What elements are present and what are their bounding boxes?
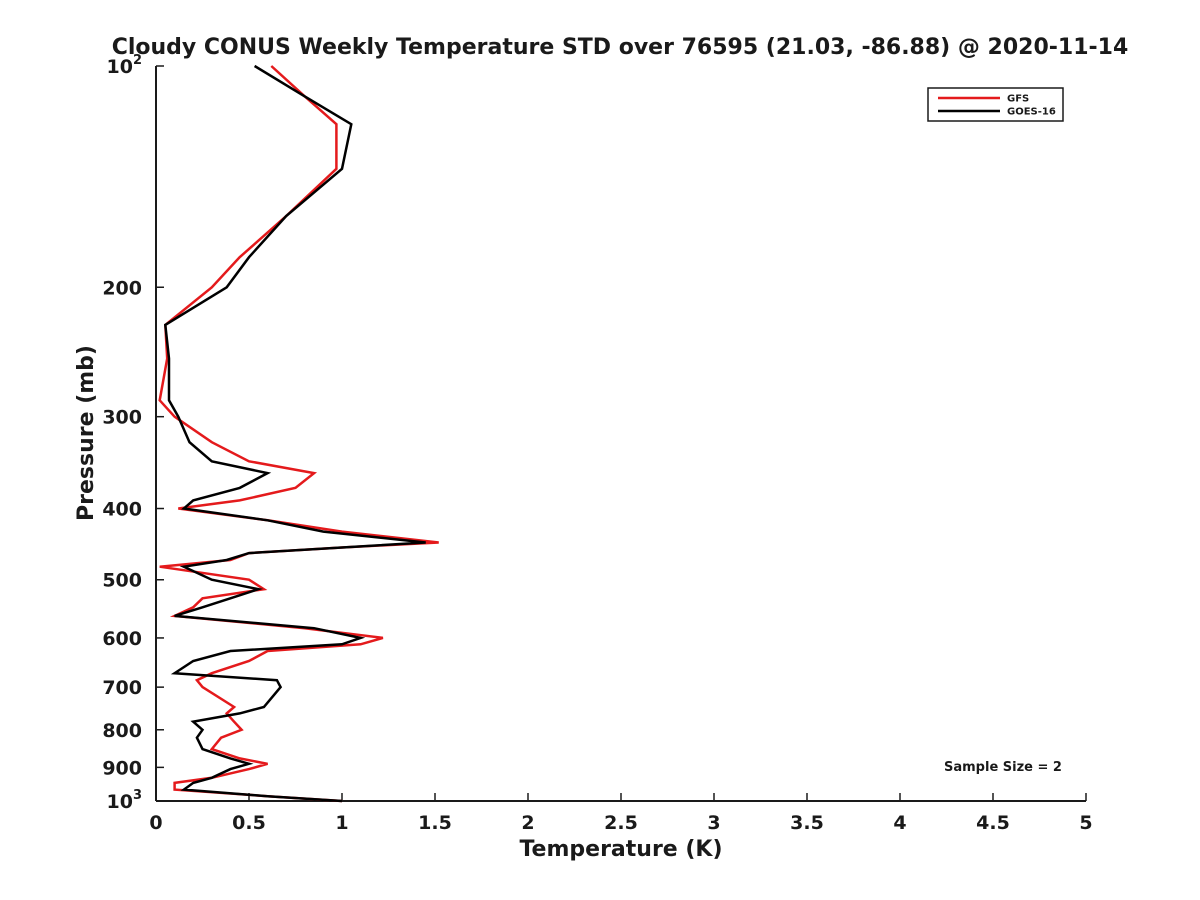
x-tick-label: 4 [893,812,906,834]
legend-label-goes-16: GOES-16 [1007,107,1056,118]
x-tick-label: 2.5 [604,812,638,834]
series-line-gfs [158,65,439,803]
y-ticks: 102 200 300 400 500 600 700 800 900 103 [102,53,164,813]
x-tick-label: 0.5 [232,812,266,834]
x-tick-label: 3 [707,812,720,834]
legend-label-gfs: GFS [1007,94,1029,105]
sample-size-annotation: Sample Size = 2 [944,760,1062,775]
y-tick-label: 500 [102,570,142,592]
y-tick-label: 200 [102,277,142,299]
x-tick-label: 0 [149,812,162,834]
chart-title: Cloudy CONUS Weekly Temperature STD over… [112,35,1129,60]
y-tick-label: 102 [107,53,143,78]
series-line-goes-16 [163,64,426,803]
x-ticks: 0 0.5 1 1.5 2 2.5 3 3.5 4 4.5 5 [149,793,1093,834]
y-axis-label: Pressure (mb) [74,345,99,521]
x-tick-label: 1.5 [418,812,452,834]
x-tick-label: 3.5 [790,812,824,834]
x-axis-label: Temperature (K) [519,837,722,862]
x-tick-label: 1 [335,812,348,834]
y-tick-label: 700 [102,677,142,699]
y-tick-label: 103 [107,788,143,813]
legend: GFS GOES-16 [927,87,1064,122]
series-layer [158,64,439,803]
y-tick-label: 800 [102,720,142,742]
legend-box [927,87,1064,122]
y-tick-label: 400 [102,499,142,521]
plot-axes [155,66,1086,802]
y-tick-label: 600 [102,628,142,650]
x-tick-label: 5 [1079,812,1092,834]
y-tick-label: 300 [102,407,142,429]
x-tick-label: 2 [521,812,534,834]
y-tick-label: 900 [102,757,142,779]
x-tick-label: 4.5 [976,812,1010,834]
